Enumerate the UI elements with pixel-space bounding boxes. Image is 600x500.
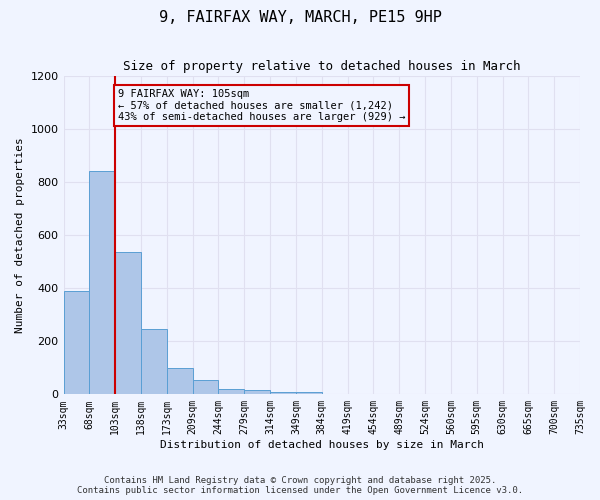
Bar (141, 329, 167, 394)
Bar (244, 390, 270, 394)
Bar (89, 171, 115, 394)
Text: 9, FAIRFAX WAY, MARCH, PE15 9HP: 9, FAIRFAX WAY, MARCH, PE15 9HP (158, 10, 442, 25)
Text: Contains HM Land Registry data © Crown copyright and database right 2025.
Contai: Contains HM Land Registry data © Crown c… (77, 476, 523, 495)
Bar (218, 389, 244, 394)
Bar (64, 290, 89, 395)
Bar (167, 368, 193, 394)
Text: 9 FAIRFAX WAY: 105sqm
← 57% of detached houses are smaller (1,242)
43% of semi-d: 9 FAIRFAX WAY: 105sqm ← 57% of detached … (118, 89, 405, 122)
Bar (296, 392, 322, 394)
Bar (193, 380, 218, 394)
Y-axis label: Number of detached properties: Number of detached properties (15, 137, 25, 333)
Bar (115, 252, 141, 394)
X-axis label: Distribution of detached houses by size in March: Distribution of detached houses by size … (160, 440, 484, 450)
Title: Size of property relative to detached houses in March: Size of property relative to detached ho… (123, 60, 521, 73)
Bar (270, 392, 296, 394)
